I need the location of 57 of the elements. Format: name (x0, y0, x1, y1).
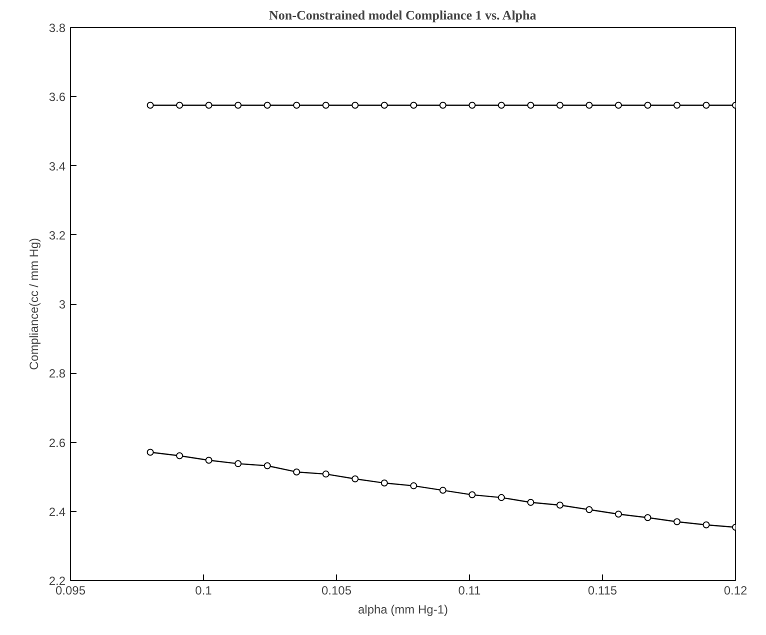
point (380, 480, 388, 487)
point (439, 486, 446, 494)
point (439, 102, 446, 109)
point (322, 102, 330, 109)
point (644, 514, 652, 522)
y-tick-label: 3.8 (48, 21, 66, 35)
point (556, 102, 564, 109)
x-tick-label: 0.1 (195, 584, 212, 598)
point (205, 102, 212, 109)
x-tick-label: 0.12 (724, 584, 748, 598)
point (527, 498, 534, 506)
point (146, 102, 154, 109)
y-tick-label: 3.6 (48, 90, 66, 104)
point (468, 491, 476, 498)
point (205, 456, 212, 464)
x-tick-label: 0.105 (321, 584, 352, 598)
point (527, 102, 534, 109)
point (146, 448, 154, 456)
point (264, 462, 271, 470)
y-tick-label: 2.6 (48, 436, 66, 450)
point (702, 521, 710, 528)
point (410, 102, 418, 109)
point (410, 482, 418, 490)
point (468, 102, 476, 109)
point (234, 460, 242, 468)
x-axis-title: alpha (mm Hg-1) (358, 602, 448, 616)
point (293, 102, 300, 109)
point (176, 452, 184, 460)
y-tick-label: 2.4 (48, 504, 66, 519)
point (293, 468, 300, 476)
x-tick-label: 0.115 (588, 584, 618, 598)
point (322, 470, 330, 478)
point (702, 102, 710, 109)
x-tick-label: 0.11 (458, 584, 482, 598)
y-axis-title: Compliance(cc / mm Hg) (26, 238, 41, 370)
point (614, 102, 622, 109)
point (586, 102, 593, 109)
y-tick-label: 3.2 (48, 228, 66, 242)
point (176, 102, 184, 109)
point (673, 518, 680, 526)
point (673, 102, 680, 109)
x-tick-label: 0.095 (55, 584, 86, 598)
point (614, 510, 622, 518)
point (380, 102, 388, 109)
point (556, 502, 564, 509)
point (264, 102, 271, 109)
chart-title: Non-Constrained model Compliance 1 vs. Alpha (269, 8, 537, 22)
point (352, 102, 359, 109)
point (234, 102, 242, 109)
point (352, 475, 359, 482)
point (498, 102, 505, 109)
point (498, 494, 505, 502)
y-tick-label: 2.8 (48, 366, 66, 381)
point (644, 102, 652, 109)
y-tick-label: 3.4 (48, 159, 66, 174)
point (586, 506, 593, 514)
y-tick-label: 3 (58, 298, 66, 312)
